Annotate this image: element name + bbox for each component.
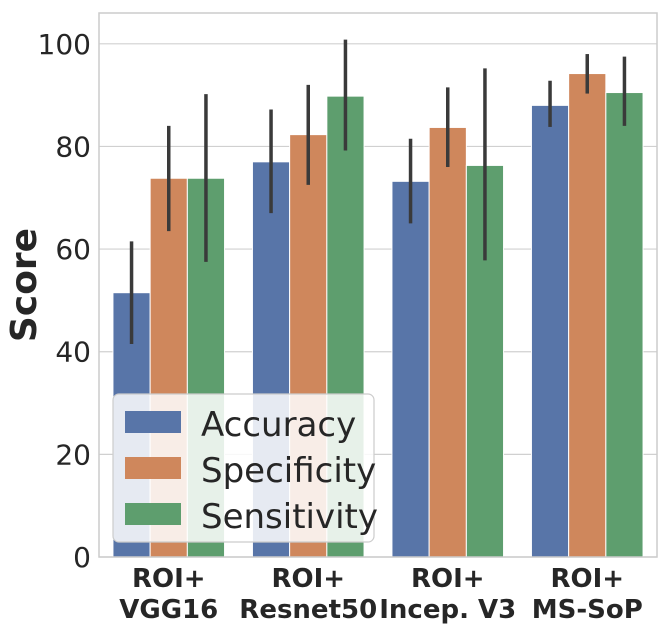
x-tick-label: MS-SoP	[532, 595, 643, 625]
legend-label: Specificity	[201, 451, 376, 491]
legend-label: Accuracy	[201, 405, 356, 445]
x-tick-label: VGG16	[119, 595, 218, 625]
x-tick-label: Incep. V3	[379, 595, 516, 625]
legend-swatch	[125, 503, 181, 525]
bar-specificity	[428, 126, 467, 558]
y-tick-label: 20	[55, 438, 91, 471]
bar-specificity	[568, 73, 607, 558]
y-tick-label: 40	[55, 336, 91, 369]
y-axis-label: Score	[4, 228, 45, 342]
x-tick-label: ROI+	[132, 564, 206, 594]
legend-swatch	[125, 457, 181, 479]
y-tick-label: 60	[55, 233, 91, 266]
x-tick-label: Resnet50	[239, 595, 377, 625]
legend-label: Sensitivity	[201, 497, 378, 537]
x-tick-label: ROI+	[411, 564, 485, 594]
bar-accuracy	[391, 180, 430, 558]
y-tick-label: 80	[55, 130, 91, 163]
bar-accuracy	[530, 104, 570, 558]
x-tick-label: ROI+	[271, 564, 345, 594]
y-tick-label: 0	[73, 541, 91, 574]
legend-swatch	[125, 411, 181, 433]
x-tick-label: ROI+	[550, 564, 624, 594]
bar-sensitivity	[605, 92, 644, 558]
plot-frame	[98, 12, 658, 558]
y-tick-label: 100	[38, 28, 91, 61]
